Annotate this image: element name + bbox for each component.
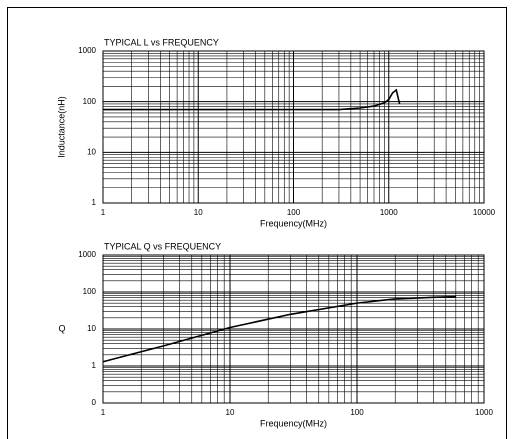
y-tick-label: 10 bbox=[87, 324, 96, 333]
y-tick-label: 1 bbox=[92, 198, 97, 207]
x-tick-label: 100 bbox=[287, 208, 301, 217]
data-line bbox=[103, 88, 401, 111]
y-tick-label: 1000 bbox=[78, 250, 96, 259]
y-tick-label: 100 bbox=[83, 97, 97, 106]
plot-border bbox=[102, 50, 485, 204]
y-tick-label: 100 bbox=[83, 287, 97, 296]
data-line bbox=[102, 295, 456, 363]
y-tick-label: 1000 bbox=[78, 46, 96, 55]
x-tick-label: 10 bbox=[226, 408, 235, 417]
x-tick-label: 1000 bbox=[380, 208, 398, 217]
chart-title: TYPICAL Q vs FREQUENCY bbox=[104, 241, 221, 251]
x-tick-label: 100 bbox=[350, 408, 364, 417]
x-tick-label: 1000 bbox=[475, 408, 493, 417]
y-axis-label: Inductance(nH) bbox=[56, 96, 66, 158]
y-tick-label: 10 bbox=[87, 147, 96, 156]
plot-border bbox=[102, 254, 485, 404]
y-axis-label: Q bbox=[58, 323, 65, 333]
y-tick-label: 0 bbox=[92, 398, 97, 407]
x-tick-label: 1 bbox=[101, 408, 106, 417]
x-tick-label: 10 bbox=[194, 208, 203, 217]
frame bbox=[7, 7, 507, 439]
x-tick-label: 1 bbox=[101, 208, 106, 217]
x-axis-label: Frequency(MHz) bbox=[260, 418, 327, 428]
x-tick-label: 10000 bbox=[473, 208, 496, 217]
chart-title: TYPICAL L vs FREQUENCY bbox=[104, 37, 219, 47]
x-axis-label: Frequency(MHz) bbox=[260, 218, 327, 228]
y-tick-label: 1 bbox=[92, 361, 97, 370]
